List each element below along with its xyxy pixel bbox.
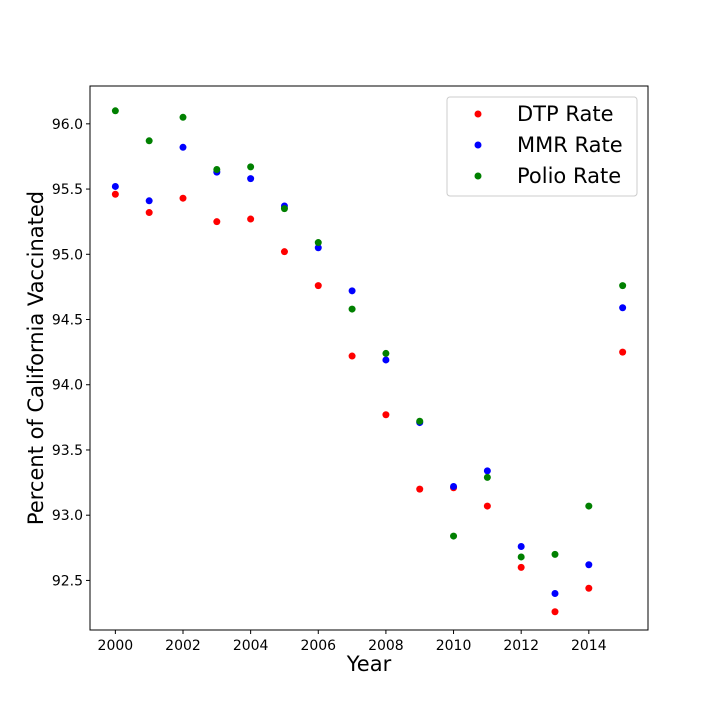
point-polio-rate-2008 bbox=[382, 349, 390, 357]
point-mmr-rate-2002 bbox=[179, 143, 187, 151]
point-polio-rate-2013 bbox=[551, 550, 559, 558]
y-axis-label: Percent of California Vaccinated bbox=[24, 191, 48, 525]
point-mmr-rate-2000 bbox=[111, 182, 119, 190]
point-mmr-rate-2012 bbox=[517, 543, 525, 551]
y-tick-label: 92.5 bbox=[52, 573, 83, 589]
data-points bbox=[111, 107, 627, 616]
point-polio-rate-2000 bbox=[111, 107, 119, 115]
point-dtp-rate-2007 bbox=[348, 352, 356, 360]
y-tick-label: 95.0 bbox=[52, 247, 83, 263]
point-polio-rate-2003 bbox=[213, 165, 221, 173]
point-polio-rate-2005 bbox=[280, 205, 288, 213]
point-dtp-rate-2001 bbox=[145, 209, 153, 217]
x-tick-label: 2010 bbox=[436, 638, 472, 654]
point-polio-rate-2001 bbox=[145, 137, 153, 145]
x-tick-label: 2014 bbox=[571, 638, 607, 654]
point-dtp-rate-2003 bbox=[213, 218, 221, 226]
legend-marker-polio-rate bbox=[474, 172, 482, 180]
point-mmr-rate-2013 bbox=[551, 589, 559, 597]
point-dtp-rate-2014 bbox=[585, 584, 593, 592]
x-tick-label: 2000 bbox=[98, 638, 134, 654]
y-tick-label: 95.5 bbox=[52, 182, 83, 198]
point-mmr-rate-2007 bbox=[348, 287, 356, 295]
point-polio-rate-2002 bbox=[179, 113, 187, 121]
x-axis-ticks: 2000 2002 2004 2006 2008 2010 2012 2014 bbox=[98, 630, 607, 654]
point-mmr-rate-2001 bbox=[145, 197, 153, 205]
point-mmr-rate-2004 bbox=[247, 175, 255, 183]
point-mmr-rate-2011 bbox=[483, 467, 491, 475]
legend-label: MMR Rate bbox=[517, 133, 623, 157]
point-mmr-rate-2015 bbox=[619, 304, 627, 312]
point-polio-rate-2012 bbox=[517, 553, 525, 561]
x-tick-label: 2002 bbox=[165, 638, 201, 654]
x-axis-label: Year bbox=[346, 652, 392, 676]
point-dtp-rate-2008 bbox=[382, 411, 390, 419]
legend-marker-mmr-rate bbox=[474, 141, 482, 149]
x-tick-label: 2008 bbox=[368, 638, 404, 654]
point-dtp-rate-2006 bbox=[314, 282, 322, 290]
point-dtp-rate-2005 bbox=[280, 248, 288, 256]
point-polio-rate-2011 bbox=[483, 473, 491, 481]
point-dtp-rate-2012 bbox=[517, 563, 525, 571]
point-dtp-rate-2004 bbox=[247, 215, 255, 223]
point-dtp-rate-2000 bbox=[111, 190, 119, 198]
plot-frame bbox=[89, 85, 649, 631]
point-mmr-rate-2008 bbox=[382, 356, 390, 364]
y-tick-label: 94.5 bbox=[52, 313, 83, 329]
y-axis-ticks: 92.5 93.0 93.5 94.0 94.5 95.0 95.5 96.0 bbox=[52, 117, 90, 589]
point-polio-rate-2004 bbox=[247, 163, 255, 171]
point-dtp-rate-2013 bbox=[551, 608, 559, 616]
point-polio-rate-2010 bbox=[450, 532, 458, 540]
point-polio-rate-2014 bbox=[585, 502, 593, 510]
point-dtp-rate-2011 bbox=[483, 502, 491, 510]
point-polio-rate-2007 bbox=[348, 305, 356, 313]
point-polio-rate-2015 bbox=[619, 282, 627, 290]
legend-label: Polio Rate bbox=[517, 164, 621, 188]
legend-frame bbox=[446, 96, 638, 197]
y-tick-label: 93.0 bbox=[52, 508, 83, 524]
point-dtp-rate-2009 bbox=[416, 485, 424, 493]
point-mmr-rate-2010 bbox=[450, 483, 458, 490]
legend: DTP Rate MMR Rate Polio Rate bbox=[446, 96, 638, 197]
legend-marker-dtp-rate bbox=[474, 110, 482, 118]
point-dtp-rate-2002 bbox=[179, 194, 187, 202]
x-tick-label: 2006 bbox=[300, 638, 336, 654]
y-tick-label: 96.0 bbox=[52, 117, 83, 133]
x-tick-label: 2004 bbox=[233, 638, 269, 654]
point-polio-rate-2006 bbox=[314, 239, 322, 247]
y-tick-label: 94.0 bbox=[52, 378, 83, 394]
y-tick-label: 93.5 bbox=[52, 443, 83, 459]
point-dtp-rate-2015 bbox=[619, 348, 627, 356]
point-mmr-rate-2014 bbox=[585, 561, 593, 569]
x-tick-label: 2012 bbox=[503, 638, 539, 654]
point-polio-rate-2009 bbox=[416, 417, 424, 425]
legend-label: DTP Rate bbox=[517, 102, 614, 126]
point-mmr-rate-2006 bbox=[314, 244, 322, 252]
